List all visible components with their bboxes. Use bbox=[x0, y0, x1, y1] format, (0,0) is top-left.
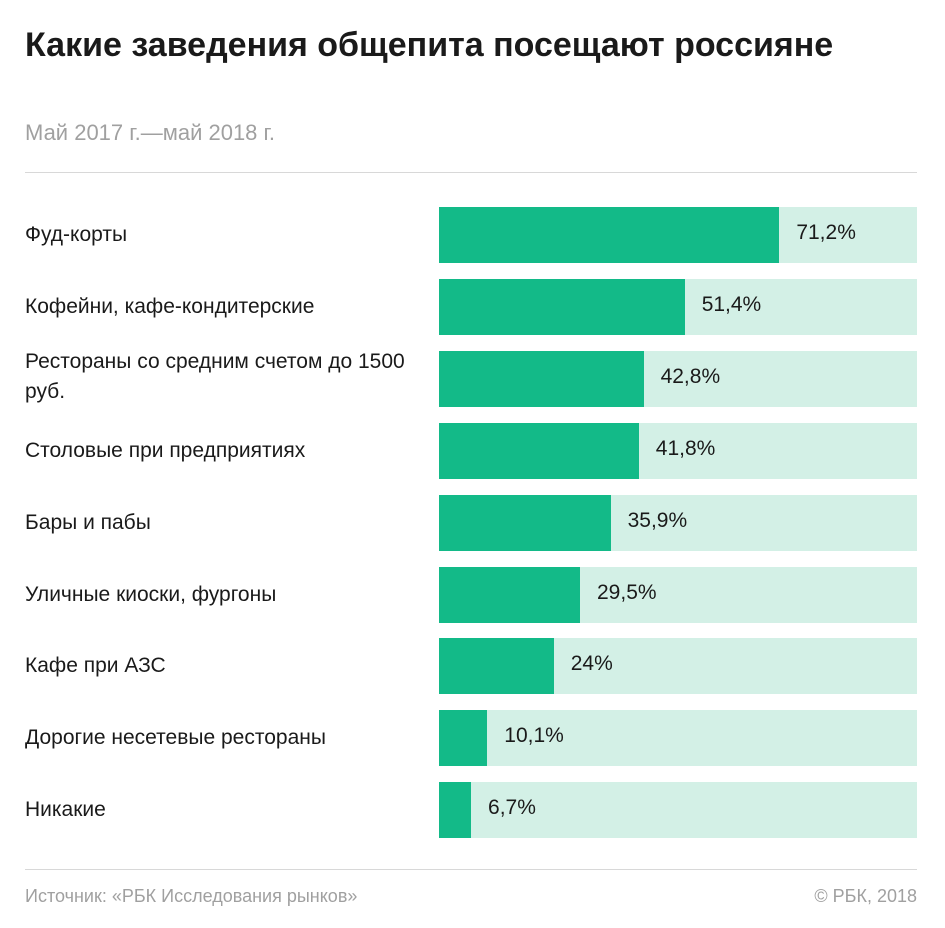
bar-row: Дорогие несетевые рестораны 10,1% bbox=[0, 710, 945, 767]
bar-row: Бары и пабы 35,9% bbox=[0, 494, 945, 551]
data-label: 51,4% bbox=[701, 292, 762, 316]
bar-track: 51,4% bbox=[439, 278, 917, 335]
data-label: 35,9% bbox=[627, 508, 688, 532]
copyright: © РБК, 2018 bbox=[814, 886, 917, 906]
divider bbox=[25, 869, 917, 870]
data-label: 42,8% bbox=[660, 364, 721, 388]
bar-track: 35,9% bbox=[439, 494, 917, 551]
bar-track: 71,2% bbox=[439, 207, 917, 263]
bar-row: Столовые при предприятиях 41,8% bbox=[0, 422, 945, 479]
chart-title: Какие заведения общепита посещают россия… bbox=[25, 26, 834, 64]
category-label: Столовые при предприятиях bbox=[25, 438, 306, 462]
data-label: 24% bbox=[570, 652, 613, 676]
data-label: 10,1% bbox=[504, 724, 564, 748]
category-label: Фуд-корты bbox=[25, 223, 128, 246]
bar-row: Фуд-корты 71,2% bbox=[0, 207, 945, 263]
data-label: 29,5% bbox=[597, 580, 657, 604]
category-label: Никакие bbox=[25, 798, 106, 822]
chart-subtitle: Май 2017 г.—май 2018 г. bbox=[25, 120, 275, 145]
category-label: Дорогие несетевые рестораны bbox=[25, 726, 326, 750]
category-label: Кафе при АЗС bbox=[25, 654, 166, 678]
bar-row: Уличные киоски, фургоны 29,5% bbox=[0, 566, 945, 623]
bar-row: Кафе при АЗС 24% bbox=[0, 638, 945, 695]
source-note: Источник: «РБК Исследования рынков» bbox=[25, 886, 358, 906]
bar bbox=[439, 207, 780, 263]
category-label: Кофейни, кафе-кондитерские bbox=[25, 294, 315, 318]
bar bbox=[439, 710, 488, 767]
bar-track: 10,1% bbox=[439, 710, 917, 767]
bar bbox=[439, 638, 554, 695]
bar bbox=[439, 494, 611, 551]
bar-row: Никакие 6,7% bbox=[0, 782, 945, 839]
bar bbox=[439, 278, 685, 335]
bar-track: 6,7% bbox=[439, 782, 917, 839]
category-label: Рестораны со средним счетом до 1500 руб. bbox=[25, 349, 405, 403]
bar-row: Рестораны со средним счетом до 1500 руб.… bbox=[0, 350, 945, 407]
bar-row: Кофейни, кафе-кондитерские 51,4% bbox=[0, 278, 945, 335]
bar-track: 41,8% bbox=[439, 422, 917, 479]
data-label: 6,7% bbox=[488, 796, 536, 820]
bar bbox=[439, 782, 472, 839]
divider bbox=[25, 172, 917, 173]
bar bbox=[439, 566, 580, 623]
data-label: 71,2% bbox=[796, 221, 856, 244]
category-label: Уличные киоски, фургоны bbox=[25, 582, 277, 606]
bar-track: 42,8% bbox=[439, 350, 917, 407]
category-label: Бары и пабы bbox=[25, 510, 151, 534]
bar bbox=[439, 422, 639, 479]
bar-track: 29,5% bbox=[439, 566, 917, 623]
bar-track: 24% bbox=[439, 638, 917, 695]
data-label: 41,8% bbox=[655, 436, 716, 460]
bar bbox=[439, 350, 644, 407]
